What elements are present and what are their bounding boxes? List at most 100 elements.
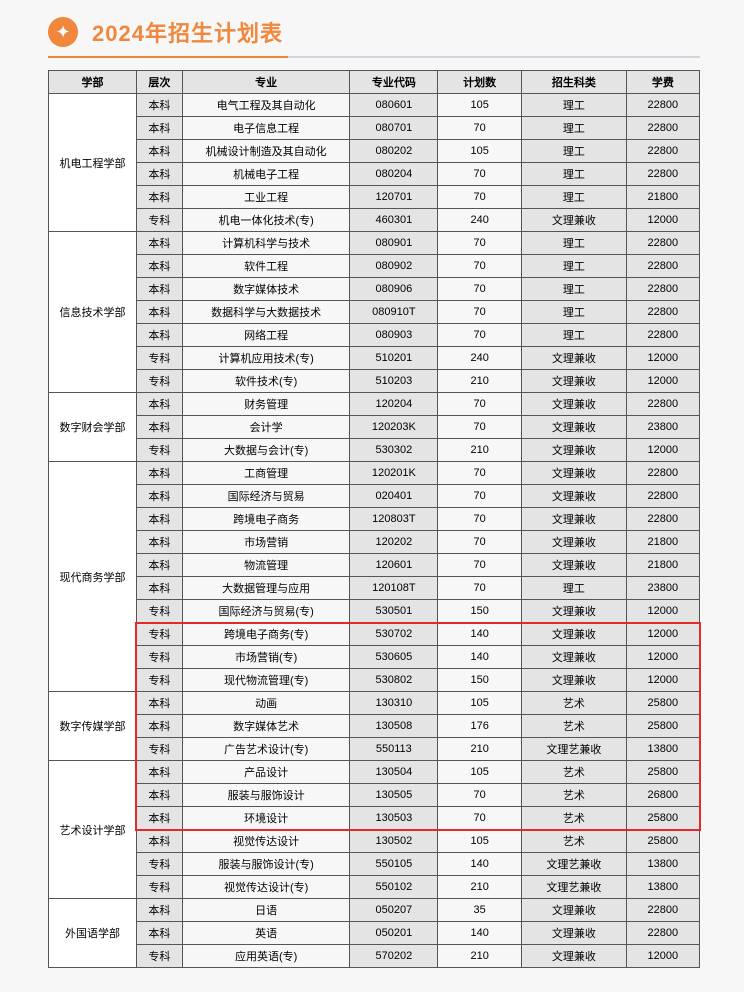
cell-cat: 文理艺兼收 bbox=[522, 853, 627, 876]
cell-plan: 70 bbox=[438, 186, 522, 209]
cell-fee: 22800 bbox=[626, 255, 699, 278]
cell-level: 本科 bbox=[136, 416, 182, 439]
cell-plan: 210 bbox=[438, 876, 522, 899]
cell-cat: 文理兼收 bbox=[522, 623, 627, 646]
cell-cat: 文理兼收 bbox=[522, 393, 627, 416]
cell-code: 120803T bbox=[350, 508, 438, 531]
cell-fee: 22800 bbox=[626, 301, 699, 324]
table-header-row: 学部 层次 专业 专业代码 计划数 招生科类 学费 bbox=[49, 71, 700, 94]
cell-code: 120701 bbox=[350, 186, 438, 209]
cell-fee: 22800 bbox=[626, 278, 699, 301]
table-row: 专科国际经济与贸易(专)530501150文理兼收12000 bbox=[49, 600, 700, 623]
cell-major: 服装与服饰设计(专) bbox=[182, 853, 349, 876]
cell-plan: 140 bbox=[438, 922, 522, 945]
table-row: 本科会计学120203K70文理兼收23800 bbox=[49, 416, 700, 439]
cell-code: 080202 bbox=[350, 140, 438, 163]
cell-major: 机电一体化技术(专) bbox=[182, 209, 349, 232]
cell-cat: 艺术 bbox=[522, 830, 627, 853]
cell-level: 本科 bbox=[136, 485, 182, 508]
cell-major: 数字媒体技术 bbox=[182, 278, 349, 301]
cell-cat: 文理艺兼收 bbox=[522, 876, 627, 899]
cell-plan: 140 bbox=[438, 646, 522, 669]
cell-level: 本科 bbox=[136, 922, 182, 945]
cell-level: 本科 bbox=[136, 324, 182, 347]
cell-code: 120601 bbox=[350, 554, 438, 577]
cell-cat: 理工 bbox=[522, 301, 627, 324]
cell-level: 本科 bbox=[136, 830, 182, 853]
cell-fee: 25800 bbox=[626, 830, 699, 853]
cell-code: 530702 bbox=[350, 623, 438, 646]
cell-fee: 12000 bbox=[626, 623, 699, 646]
cell-fee: 22800 bbox=[626, 485, 699, 508]
cell-code: 130503 bbox=[350, 807, 438, 830]
cell-cat: 理工 bbox=[522, 255, 627, 278]
table-row: 专科现代物流管理(专)530802150文理兼收12000 bbox=[49, 669, 700, 692]
table-row: 机电工程学部本科电气工程及其自动化080601105理工22800 bbox=[49, 94, 700, 117]
cell-level: 本科 bbox=[136, 784, 182, 807]
table-row: 本科国际经济与贸易02040170文理兼收22800 bbox=[49, 485, 700, 508]
cell-fee: 25800 bbox=[626, 761, 699, 784]
cell-cat: 文理兼收 bbox=[522, 531, 627, 554]
cell-level: 本科 bbox=[136, 255, 182, 278]
cell-major: 应用英语(专) bbox=[182, 945, 349, 968]
cell-major: 现代物流管理(专) bbox=[182, 669, 349, 692]
table-row: 本科网络工程08090370理工22800 bbox=[49, 324, 700, 347]
cell-level: 本科 bbox=[136, 531, 182, 554]
cell-major: 视觉传达设计 bbox=[182, 830, 349, 853]
cell-major: 计算机应用技术(专) bbox=[182, 347, 349, 370]
cell-plan: 105 bbox=[438, 761, 522, 784]
cell-fee: 22800 bbox=[626, 163, 699, 186]
table-row: 本科数字媒体艺术130508176艺术25800 bbox=[49, 715, 700, 738]
cell-level: 专科 bbox=[136, 347, 182, 370]
table-row: 本科环境设计13050370艺术25800 bbox=[49, 807, 700, 830]
cell-plan: 70 bbox=[438, 301, 522, 324]
table-row: 本科大数据管理与应用120108T70理工23800 bbox=[49, 577, 700, 600]
table-row: 艺术设计学部本科产品设计130504105艺术25800 bbox=[49, 761, 700, 784]
cell-code: 130508 bbox=[350, 715, 438, 738]
cell-major: 市场营销 bbox=[182, 531, 349, 554]
cell-cat: 理工 bbox=[522, 186, 627, 209]
table-row: 专科广告艺术设计(专)550113210文理艺兼收13800 bbox=[49, 738, 700, 761]
cell-major: 视觉传达设计(专) bbox=[182, 876, 349, 899]
cell-cat: 理工 bbox=[522, 278, 627, 301]
cell-code: 130310 bbox=[350, 692, 438, 715]
cell-major: 市场营销(专) bbox=[182, 646, 349, 669]
table-row: 专科视觉传达设计(专)550102210文理艺兼收13800 bbox=[49, 876, 700, 899]
cell-cat: 理工 bbox=[522, 232, 627, 255]
cell-code: 080701 bbox=[350, 117, 438, 140]
cell-fee: 12000 bbox=[626, 439, 699, 462]
cell-fee: 12000 bbox=[626, 370, 699, 393]
cell-code: 120203K bbox=[350, 416, 438, 439]
cell-code: 530802 bbox=[350, 669, 438, 692]
cell-major: 电气工程及其自动化 bbox=[182, 94, 349, 117]
cell-code: 080910T bbox=[350, 301, 438, 324]
cell-plan: 70 bbox=[438, 462, 522, 485]
cell-level: 本科 bbox=[136, 163, 182, 186]
cell-fee: 22800 bbox=[626, 462, 699, 485]
cell-major: 数字媒体艺术 bbox=[182, 715, 349, 738]
cell-code: 550113 bbox=[350, 738, 438, 761]
cell-plan: 210 bbox=[438, 439, 522, 462]
cell-cat: 艺术 bbox=[522, 692, 627, 715]
cell-dept: 现代商务学部 bbox=[49, 462, 137, 692]
cell-code: 080601 bbox=[350, 94, 438, 117]
table-row: 专科计算机应用技术(专)510201240文理兼收12000 bbox=[49, 347, 700, 370]
cell-major: 计算机科学与技术 bbox=[182, 232, 349, 255]
cell-level: 本科 bbox=[136, 278, 182, 301]
cell-plan: 70 bbox=[438, 393, 522, 416]
cell-code: 530302 bbox=[350, 439, 438, 462]
cell-level: 专科 bbox=[136, 600, 182, 623]
cell-cat: 理工 bbox=[522, 117, 627, 140]
cell-major: 软件技术(专) bbox=[182, 370, 349, 393]
table-row: 专科机电一体化技术(专)460301240文理兼收12000 bbox=[49, 209, 700, 232]
cell-code: 510203 bbox=[350, 370, 438, 393]
cell-code: 020401 bbox=[350, 485, 438, 508]
cell-major: 产品设计 bbox=[182, 761, 349, 784]
cell-cat: 艺术 bbox=[522, 784, 627, 807]
cell-fee: 25800 bbox=[626, 807, 699, 830]
cell-major: 机械电子工程 bbox=[182, 163, 349, 186]
cell-code: 530501 bbox=[350, 600, 438, 623]
th-cat: 招生科类 bbox=[522, 71, 627, 94]
cell-fee: 12000 bbox=[626, 209, 699, 232]
cell-plan: 105 bbox=[438, 830, 522, 853]
